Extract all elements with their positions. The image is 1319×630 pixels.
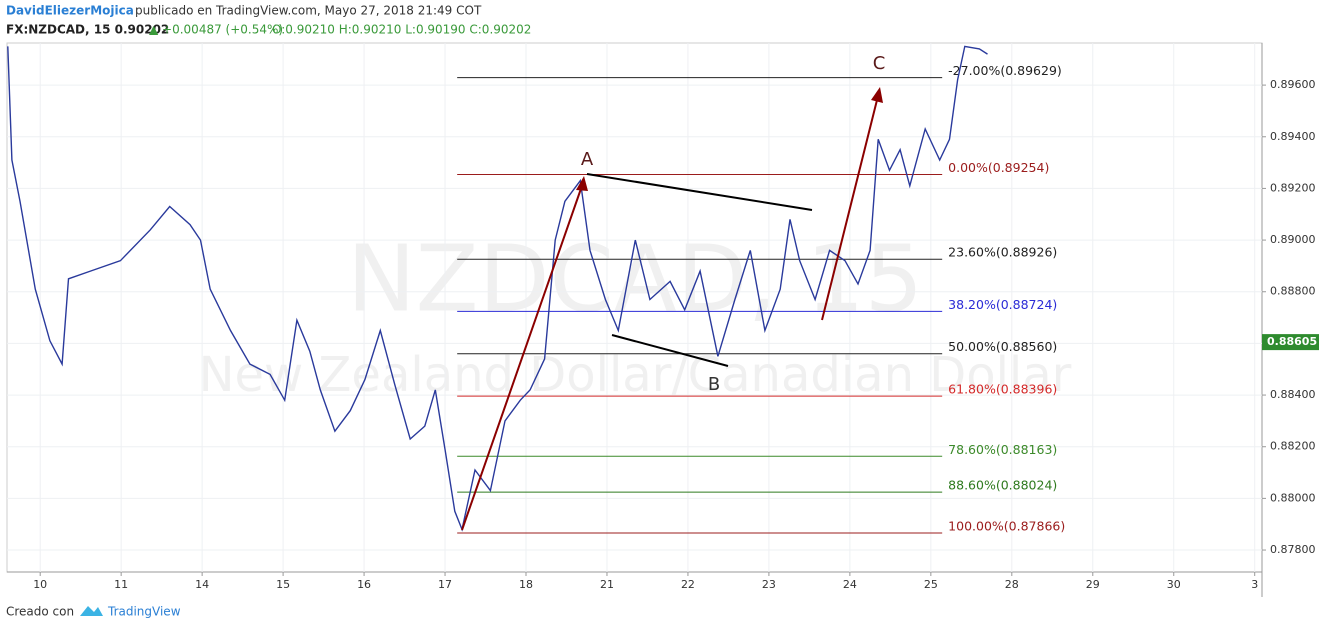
x-tick-label: 24 bbox=[843, 578, 857, 591]
wave-annotations: A B C bbox=[461, 53, 886, 531]
arrow-line bbox=[821, 91, 880, 321]
author[interactable]: DavidEliezerMojica bbox=[6, 4, 134, 18]
x-tick-label: 16 bbox=[357, 578, 371, 591]
footer-brand[interactable]: TradingView bbox=[107, 605, 181, 619]
x-tick-label: 18 bbox=[519, 578, 533, 591]
x-tick-label: 29 bbox=[1086, 578, 1100, 591]
x-tick-label: 23 bbox=[762, 578, 776, 591]
price-tag-label: 0.88605 bbox=[1267, 335, 1317, 348]
x-tick-label: 28 bbox=[1005, 578, 1019, 591]
y-tick-label: 0.88200 bbox=[1270, 440, 1316, 453]
x-tick-label: 21 bbox=[600, 578, 614, 591]
arrow-head bbox=[576, 176, 588, 191]
published: publicado en TradingView.com, Mayo 27, 2… bbox=[135, 4, 482, 18]
brand-logo bbox=[80, 606, 103, 616]
y-tick-label: 0.88800 bbox=[1270, 285, 1316, 298]
channel-line bbox=[586, 173, 813, 211]
x-tick-label: 10 bbox=[33, 578, 47, 591]
symbol: FX:NZDCAD, 15 0.90202 bbox=[6, 23, 169, 37]
watermark-name: New Zealand Dollar/Canadian Dollar bbox=[199, 347, 1072, 403]
fib-label: 61.80%(0.88396) bbox=[948, 382, 1057, 397]
fib-label: 50.00%(0.88560) bbox=[948, 339, 1057, 354]
wave-label: A bbox=[581, 149, 594, 170]
y-tick-label: 0.87800 bbox=[1270, 543, 1316, 556]
fib-label: 88.60%(0.88024) bbox=[948, 478, 1057, 493]
price-tag bbox=[1262, 334, 1319, 351]
y-tick-label: 0.89000 bbox=[1270, 233, 1316, 246]
ohlc: O:0.90210 H:0.90210 L:0.90190 C:0.90202 bbox=[272, 23, 531, 37]
channel-line bbox=[611, 334, 729, 367]
price-line bbox=[7, 45, 988, 532]
y-tick-label: 0.88000 bbox=[1270, 491, 1316, 504]
fib-label: 38.20%(0.88724) bbox=[948, 297, 1057, 312]
wave-label: B bbox=[708, 374, 720, 395]
wave-label: C bbox=[873, 53, 886, 74]
arrow-head bbox=[871, 87, 883, 103]
x-tick-label: 30 bbox=[1167, 578, 1181, 591]
y-tick-label: 0.89600 bbox=[1270, 78, 1316, 91]
y-tick-label: 0.89400 bbox=[1270, 130, 1316, 143]
change: ▲ +0.00487 (+0.54%) bbox=[149, 23, 283, 37]
x-tick-label: 14 bbox=[195, 578, 209, 591]
fib-label: -27.00%(0.89629) bbox=[948, 63, 1062, 78]
arrow-line bbox=[461, 179, 585, 531]
fib-label: 78.60%(0.88163) bbox=[948, 442, 1057, 457]
y-tick-label: 0.88400 bbox=[1270, 388, 1316, 401]
fib-label: 23.60%(0.88926) bbox=[948, 245, 1057, 260]
footer-made: Creado con bbox=[6, 605, 74, 619]
y-tick-label: 0.89200 bbox=[1270, 181, 1316, 194]
x-tick-label: 3 bbox=[1251, 578, 1258, 591]
fib-label: 100.00%(0.87866) bbox=[948, 518, 1065, 533]
x-tick-label: 25 bbox=[924, 578, 938, 591]
x-tick-label: 17 bbox=[438, 578, 452, 591]
fib-label: 0.00%(0.89254) bbox=[948, 160, 1049, 175]
x-tick-label: 11 bbox=[114, 578, 128, 591]
x-tick-label: 15 bbox=[276, 578, 290, 591]
x-tick-label: 22 bbox=[681, 578, 695, 591]
